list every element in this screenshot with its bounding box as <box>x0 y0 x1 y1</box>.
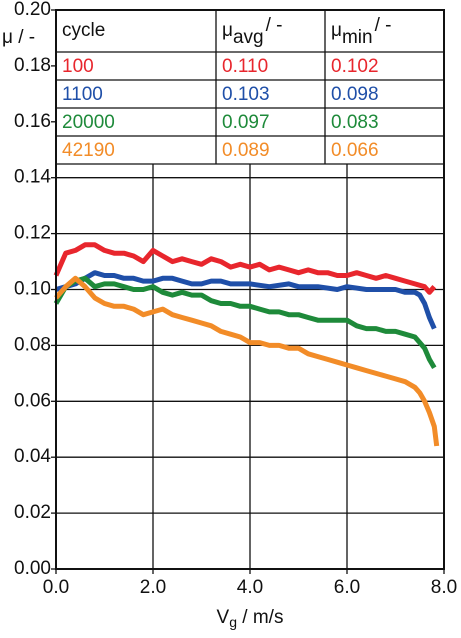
table-cell: 0.102 <box>331 56 379 77</box>
y-tick-label: 0.18 <box>14 55 51 76</box>
plot-frame <box>55 9 445 570</box>
y-tick-label: 0.12 <box>14 223 51 244</box>
table-cell: 1100 <box>62 84 103 105</box>
y-tick-label: 0.00 <box>14 558 51 579</box>
data-line <box>54 275 440 447</box>
table-cell: 42190 <box>62 140 115 161</box>
table-header-sub: avg <box>233 27 264 48</box>
data-line <box>53 275 437 370</box>
table-cell: 0.066 <box>331 140 379 161</box>
table-header: μavg/ - <box>222 15 282 48</box>
y-tick-label: 0.04 <box>14 446 51 467</box>
table-cell: 0.083 <box>331 112 379 133</box>
table-cell: 0.103 <box>222 84 270 105</box>
table-header: μmin/ - <box>331 15 391 48</box>
table-header-symbol: μ <box>222 20 233 41</box>
table-header-sub: min <box>342 27 373 48</box>
x-axis-label-unit: / m/s <box>237 607 283 628</box>
y-tick-label: 0.02 <box>14 502 51 523</box>
x-tick-label: 2.0 <box>140 577 166 598</box>
x-tick-label: 8.0 <box>431 577 457 598</box>
table-background <box>56 10 444 164</box>
x-axis-label: Vg / m/s <box>217 607 284 630</box>
x-tick-label: 4.0 <box>237 577 263 598</box>
y-axis-label: μ / - <box>2 27 35 48</box>
table-cell: 20000 <box>62 112 115 133</box>
y-tick-label: 0.08 <box>14 334 51 355</box>
data-line <box>53 242 437 295</box>
y-tick-label: 0.14 <box>14 167 51 188</box>
table-cell: 0.097 <box>222 112 270 133</box>
table-header-unit: / - <box>266 15 283 36</box>
table-cell: 0.098 <box>331 84 379 105</box>
y-tick-label: 0.20 <box>14 0 51 20</box>
x-tick-label: 6.0 <box>334 577 360 598</box>
y-tick-label: 0.10 <box>14 279 51 300</box>
x-axis-label-symbol: V <box>217 607 230 628</box>
x-tick-label: 0.0 <box>43 577 69 598</box>
table-header: cycle <box>62 20 105 41</box>
y-tick-label: 0.06 <box>14 390 51 411</box>
table-cell: 0.110 <box>222 56 268 77</box>
table-header-symbol: μ <box>331 20 342 41</box>
x-axis-label-sub: g <box>229 614 237 630</box>
data-line <box>55 270 437 330</box>
table-header-unit: / - <box>375 15 392 36</box>
table-cell: 0.089 <box>222 140 270 161</box>
table-cell: 100 <box>62 56 94 77</box>
y-tick-label: 0.16 <box>14 111 51 132</box>
